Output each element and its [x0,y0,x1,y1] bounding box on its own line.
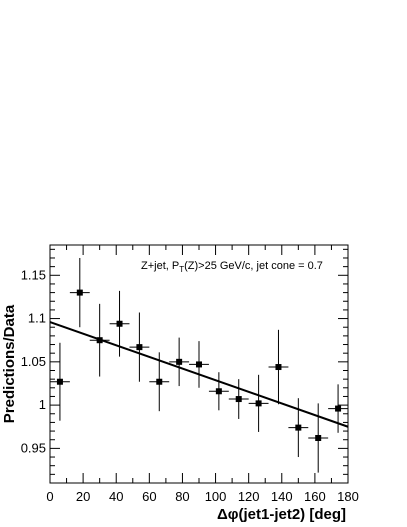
point-marker [156,378,163,385]
annotation-suffix: (Z)>25 GeV/c, jet cone = 0.7 [184,260,323,272]
data-point [50,342,70,421]
point-marker [116,320,123,327]
y-tick-label: 1.1 [28,311,46,326]
data-marks [50,257,348,473]
data-point [328,384,348,433]
y-tick-label: 1 [39,397,46,412]
axis-tick-labels: 0 20 40 60 80 100 120 140 160 180 0.95 1 1.05 1.1 1.15 [21,267,359,504]
x-tick-label: 100 [205,489,227,504]
point-marker [255,400,262,407]
data-point [248,374,269,432]
x-tick-label: 180 [337,489,359,504]
point-marker [315,434,322,441]
data-point [228,379,249,419]
point-marker [136,344,143,351]
point-marker [235,396,242,403]
annotation-subscript: T [179,265,184,274]
point-marker [196,361,202,368]
data-point [169,337,190,387]
data-point [129,312,150,382]
point-marker [335,405,342,412]
data-point [189,341,209,388]
data-point [308,403,329,473]
point-marker [275,364,282,371]
y-tick-label: 1.15 [21,267,46,282]
y-tick-label: 1.05 [21,354,46,369]
annotation-prefix: Z+jet, P [141,260,179,272]
point-marker [176,358,183,365]
x-tick-label: 80 [175,489,189,504]
point-marker [76,289,83,296]
x-tick-label: 0 [46,489,53,504]
y-axis-title: Predictions/Data [1,304,18,423]
x-tick-label: 160 [304,489,326,504]
x-axis-title: Δφ(jet1-jet2) [deg] [217,506,346,523]
chart-annotation: Z+jet, PT(Z)>25 GeV/c, jet cone = 0.7 [141,260,323,274]
x-tick-label: 120 [238,489,260,504]
x-tick-label: 60 [142,489,156,504]
data-point [208,372,229,411]
axis-ticks [49,245,349,483]
y-tick-label: 0.95 [21,440,46,455]
data-point [288,398,309,458]
point-marker [215,388,222,395]
x-tick-label: 140 [271,489,293,504]
x-tick-label: 20 [76,489,90,504]
x-tick-label: 40 [109,489,123,504]
point-marker [295,424,302,431]
point-marker [56,378,63,385]
data-point [268,329,289,405]
fit-line [49,321,349,428]
data-point [149,352,170,412]
data-point [69,257,90,328]
